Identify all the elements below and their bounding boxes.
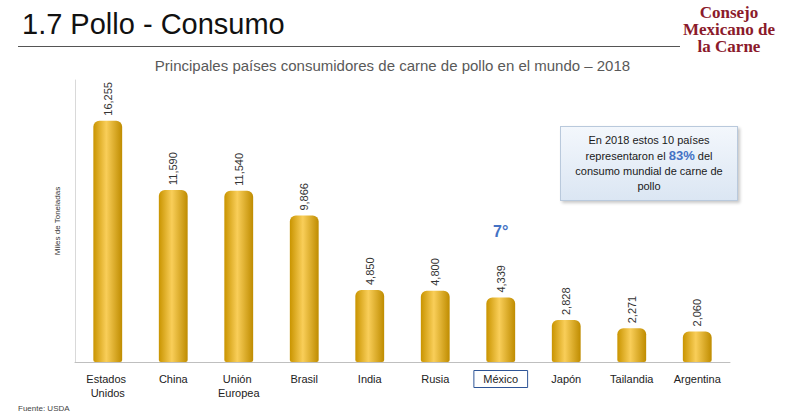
html-text:Consejo Mexicano de la Carne: Consejo Mexicano de la Carne (683, 3, 775, 56)
svg-text:Miles de Toneladas: Miles de Toneladas (53, 187, 62, 255)
svg-text:11,540: 11,540 (233, 153, 245, 186)
svg-text:Unión: Unión (223, 373, 255, 385)
svg-text:9,866: 9,866 (298, 183, 310, 211)
svg-text:India: India (358, 373, 383, 385)
html-text:En 2018 estos 10 países repres: En 2018 estos 10 países representaron el… (575, 134, 723, 192)
html-text:Fuente: USDA: Fuente: USDA (18, 404, 70, 413)
svg-text:Europea: Europea (218, 387, 260, 399)
svg-text:Brasil: Brasil (290, 373, 318, 385)
svg-text:Estados: Estados (86, 373, 129, 385)
svg-text:Principales países consumidore: Principales países consumidores de carne… (155, 57, 630, 74)
svg-text:4,850: 4,850 (364, 257, 376, 285)
svg-text:2,060: 2,060 (691, 299, 703, 327)
svg-text:Unidos: Unidos (91, 387, 126, 399)
svg-text:México: México (483, 373, 518, 385)
svg-text:Tailandia: Tailandia (610, 373, 654, 385)
svg-text:4,339: 4,339 (495, 265, 507, 293)
svg-text:11,590: 11,590 (167, 152, 179, 185)
svg-text:7°: 7° (493, 223, 508, 240)
svg-text:2,828: 2,828 (560, 287, 572, 315)
svg-text:4,800: 4,800 (429, 258, 441, 286)
svg-text:16,255: 16,255 (102, 82, 114, 116)
svg-text:Japón: Japón (551, 373, 581, 385)
svg-text:Argentina: Argentina (674, 373, 722, 385)
svg-text:2,271: 2,271 (626, 296, 638, 324)
html-text:1.7 Pollo - Consumo: 1.7 Pollo - Consumo (22, 8, 285, 40)
svg-text:Rusia: Rusia (421, 373, 450, 385)
svg-text:China: China (159, 373, 189, 385)
